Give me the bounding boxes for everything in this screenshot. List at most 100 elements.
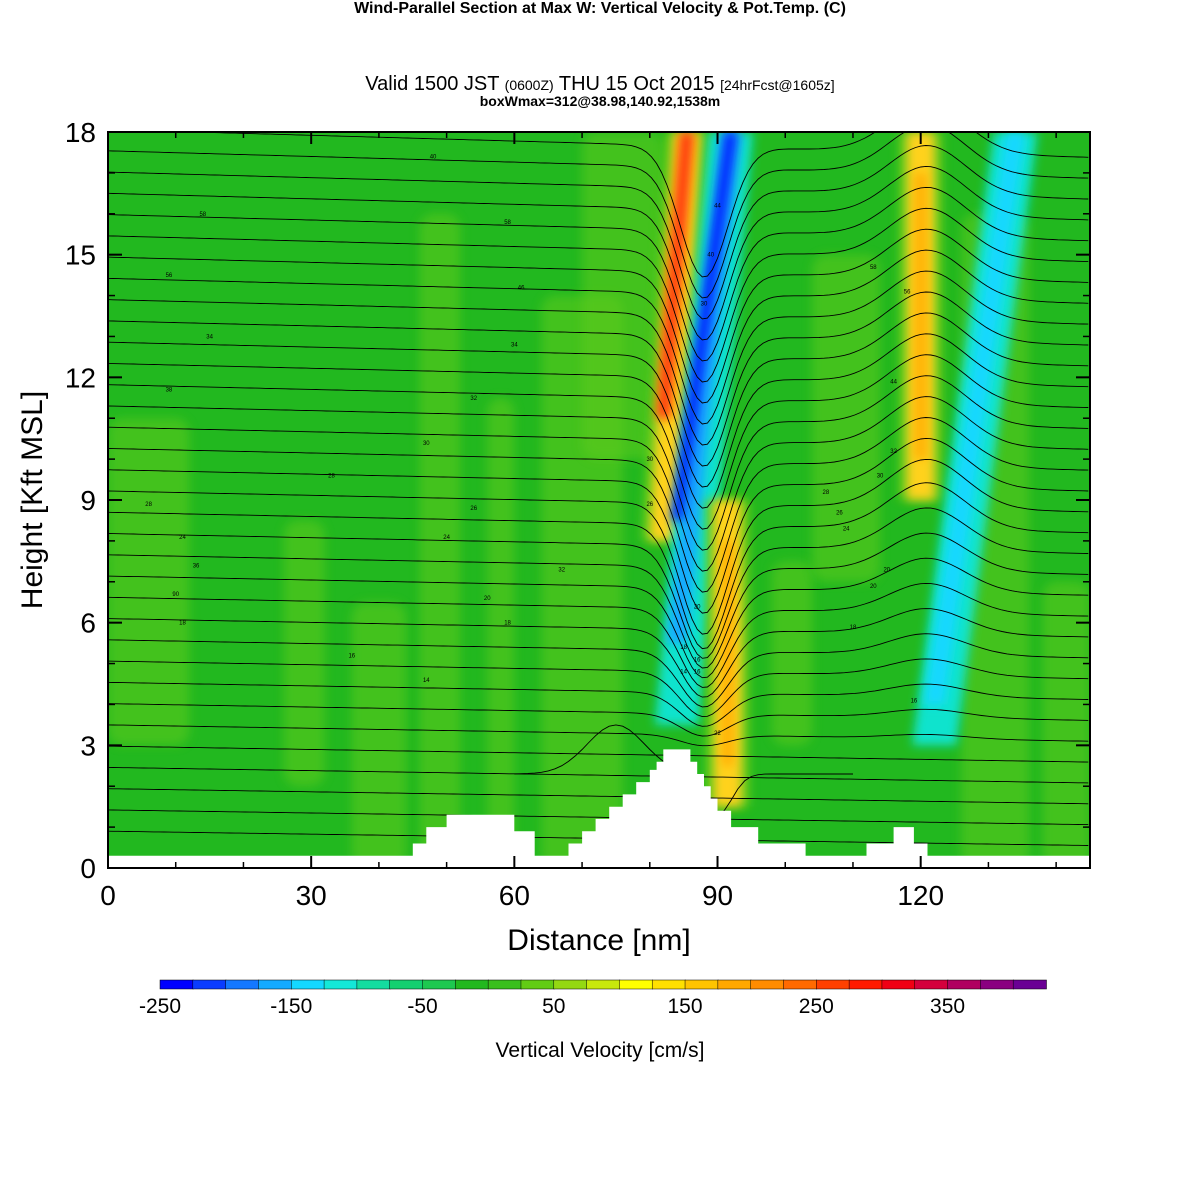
y-axis-label: Height [Kft MSL] <box>16 391 49 609</box>
colorbar-tick-label: -50 <box>407 995 437 1018</box>
x-tick-label: 60 <box>499 880 530 911</box>
colorbar-swatch <box>947 979 982 990</box>
theta-contour-line <box>108 354 1089 530</box>
colorbar-swatch <box>422 979 457 990</box>
theta-label: 46 <box>518 285 525 291</box>
updraft-peak <box>721 540 734 766</box>
theta-label: 90 <box>172 592 179 598</box>
theta-label: 30 <box>877 473 884 479</box>
theta-label: 20 <box>883 568 890 574</box>
colorbar: -250 -150 -50 50 150 250 350 <box>139 979 1047 1018</box>
colorbar-swatch <box>356 979 391 990</box>
colorbar-swatch <box>258 979 293 990</box>
theta-label: 20 <box>484 596 491 602</box>
downdraft-core <box>924 132 1026 705</box>
colorbar-swatch <box>389 979 424 990</box>
theta-label: 44 <box>714 204 721 210</box>
y-tick-label: 18 <box>65 117 96 148</box>
theta-label: 40 <box>430 155 437 161</box>
y-tick-label: 6 <box>80 608 96 639</box>
theta-label: 40 <box>707 253 714 259</box>
y-tick-label: 9 <box>80 485 96 516</box>
theta-label: 14 <box>680 670 687 676</box>
colorbar-swatch <box>783 979 818 990</box>
theta-label: 36 <box>193 563 200 569</box>
y-tick-label: 3 <box>80 730 96 761</box>
theta-contour-line <box>108 207 1089 383</box>
box-max-info: boxWmax=312@38.98,140.92,1538m <box>479 93 721 109</box>
colorbar-swatch <box>192 979 227 990</box>
theta-label: 58 <box>199 212 206 218</box>
theta-contour-line <box>108 437 1089 614</box>
theta-label: 26 <box>470 506 477 512</box>
colorbar-swatch <box>1012 979 1047 990</box>
colorbar-swatch <box>487 979 522 990</box>
terrain-profile <box>108 749 1090 868</box>
downdraft-peak <box>670 132 738 521</box>
theta-contour-line <box>108 145 1089 320</box>
colorbar-swatch <box>586 979 621 990</box>
updraft-peak <box>914 172 927 460</box>
theta-contour-line <box>108 396 1089 572</box>
light-green-patch <box>351 602 406 868</box>
theta-contour-line <box>177 132 1089 278</box>
theta-contour-line <box>108 186 1089 362</box>
theta-label: 58 <box>870 265 877 271</box>
x-tick-label: 30 <box>296 880 327 911</box>
theta-contour-line <box>108 703 1089 737</box>
theta-label: 44 <box>890 379 897 385</box>
colorbar-tick-label: -250 <box>139 995 181 1018</box>
light-green-patch <box>582 132 664 460</box>
colorbar-swatch <box>914 979 949 990</box>
colorbar-swatch <box>684 979 719 990</box>
colorbar-swatch <box>159 979 194 990</box>
colorbar-tick-label: 250 <box>799 995 834 1018</box>
theta-contour-line <box>108 375 1089 551</box>
colorbar-swatch <box>816 979 850 990</box>
theta-contour-line <box>108 270 1089 446</box>
valid-date: THU 15 Oct 2015 <box>558 73 715 95</box>
theta-contour-line <box>108 633 1089 708</box>
theta-contour-line <box>108 809 1089 826</box>
valid-prefix: Valid 1500 JST <box>365 73 500 95</box>
theta-contour-line <box>108 557 1089 679</box>
theta-contour-line <box>108 681 1089 727</box>
colorbar-swatch <box>980 979 1014 990</box>
theta-label: 30 <box>646 457 653 463</box>
theta-label: 32 <box>890 449 897 455</box>
theta-contour-line <box>108 417 1089 593</box>
theta-contour-labels: 40 58 58 56 46 34 34 38 32 30 30 28 28 26 26 24 24 36 32 90… <box>145 155 918 738</box>
y-tick-label: 0 <box>80 853 96 884</box>
theta-label: 18 <box>680 645 687 651</box>
colorbar-label: Vertical Velocity [cm/s] <box>496 1039 705 1062</box>
theta-label: 38 <box>166 388 173 394</box>
theta-contour-line <box>108 482 1089 650</box>
colorbar-swatch <box>619 979 653 990</box>
theta-contour-line <box>108 312 1089 488</box>
y-tick-label: 12 <box>65 362 96 393</box>
theta-label: 24 <box>179 535 186 541</box>
light-green-patch <box>487 397 515 868</box>
theta-label: 24 <box>443 535 450 541</box>
theta-contour-line <box>108 132 1089 299</box>
y-tick-label: 15 <box>65 240 96 271</box>
colorbar-swatch <box>520 979 555 990</box>
theta-label: 26 <box>836 510 843 516</box>
light-green-patch <box>1042 581 1090 868</box>
chart-title: Wind-Parallel Section at Max W: Vertical… <box>354 0 846 17</box>
theta-label: 30 <box>701 302 708 308</box>
theta-contour-line <box>108 745 1089 763</box>
theta-label: 20 <box>870 584 877 590</box>
theta-label: 58 <box>504 220 511 226</box>
colorbar-swatch <box>750 979 785 990</box>
theta-label: 16 <box>694 670 701 676</box>
theta-label: 14 <box>423 678 430 684</box>
theta-label: 18 <box>504 621 511 627</box>
colorbar-swatch <box>717 979 752 990</box>
theta-label: 16 <box>694 657 701 663</box>
theta-contour-line <box>108 788 1089 805</box>
x-tick-label: 90 <box>702 880 733 911</box>
theta-label: 56 <box>166 273 173 279</box>
theta-label: 34 <box>511 343 518 349</box>
colorbar-swatch <box>323 979 358 990</box>
